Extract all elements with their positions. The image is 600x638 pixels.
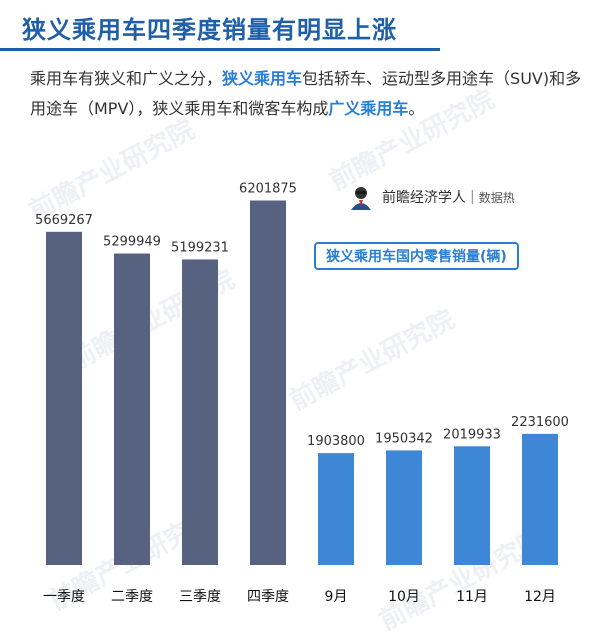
title-underline — [0, 48, 440, 51]
bar-1 — [114, 253, 150, 566]
brand-separator: | — [470, 189, 475, 205]
bar-value-label-4: 1903800 — [307, 434, 365, 449]
bar-value-label-0: 5669267 — [35, 213, 93, 228]
category-label-0: 一季度 — [43, 589, 85, 605]
bar-7 — [522, 433, 558, 565]
bar-0 — [46, 231, 82, 565]
bar-6 — [454, 446, 490, 565]
intro-highlight-1: 狭义乘用车 — [222, 69, 303, 88]
brand-name: 前瞻经济学人 — [382, 190, 466, 206]
brand-badge: 前瞻经济学人 | 数据热 — [348, 183, 515, 211]
category-label-1: 二季度 — [111, 589, 153, 605]
chart-title: 狭义乘用车国内零售销量(辆) — [314, 242, 519, 270]
header: 狭义乘用车四季度销量有明显上涨 — [0, 0, 600, 52]
bar-value-label-6: 2019933 — [443, 427, 501, 442]
bar-value-label-5: 1950342 — [375, 431, 433, 446]
bar-value-label-1: 5299949 — [103, 235, 161, 250]
intro-text-2: 包括轿车、运动型多用途车（SUV)和多用途车（MPV），狭义乘用车和微客车构成 — [30, 69, 582, 118]
intro-paragraph: 乘用车有狭义和广义之分，狭义乘用车包括轿车、运动型多用途车（SUV)和多用途车（… — [30, 64, 590, 124]
avatar-icon — [351, 187, 371, 210]
bar-3 — [250, 200, 286, 566]
bar-value-label-3: 6201875 — [239, 182, 297, 197]
category-label-7: 12月 — [524, 589, 556, 605]
intro-text-1: 乘用车有狭义和广义之分， — [30, 69, 223, 88]
category-label-5: 10月 — [388, 589, 420, 605]
bar-value-label-2: 5199231 — [171, 240, 229, 255]
category-label-6: 11月 — [456, 589, 488, 605]
brand-sub: 数据热 — [478, 190, 515, 205]
bar-value-label-7: 2231600 — [511, 415, 569, 430]
bar-4 — [318, 453, 354, 565]
page-title: 狭义乘用车四季度销量有明显上涨 — [22, 15, 397, 44]
bar-5 — [386, 450, 422, 565]
category-label-3: 四季度 — [247, 589, 289, 605]
category-label-4: 9月 — [325, 589, 348, 605]
bar-2 — [182, 259, 218, 565]
intro-text-3: 。 — [408, 99, 425, 118]
intro-highlight-2: 广义乘用车 — [328, 99, 409, 118]
category-label-2: 三季度 — [179, 589, 221, 605]
